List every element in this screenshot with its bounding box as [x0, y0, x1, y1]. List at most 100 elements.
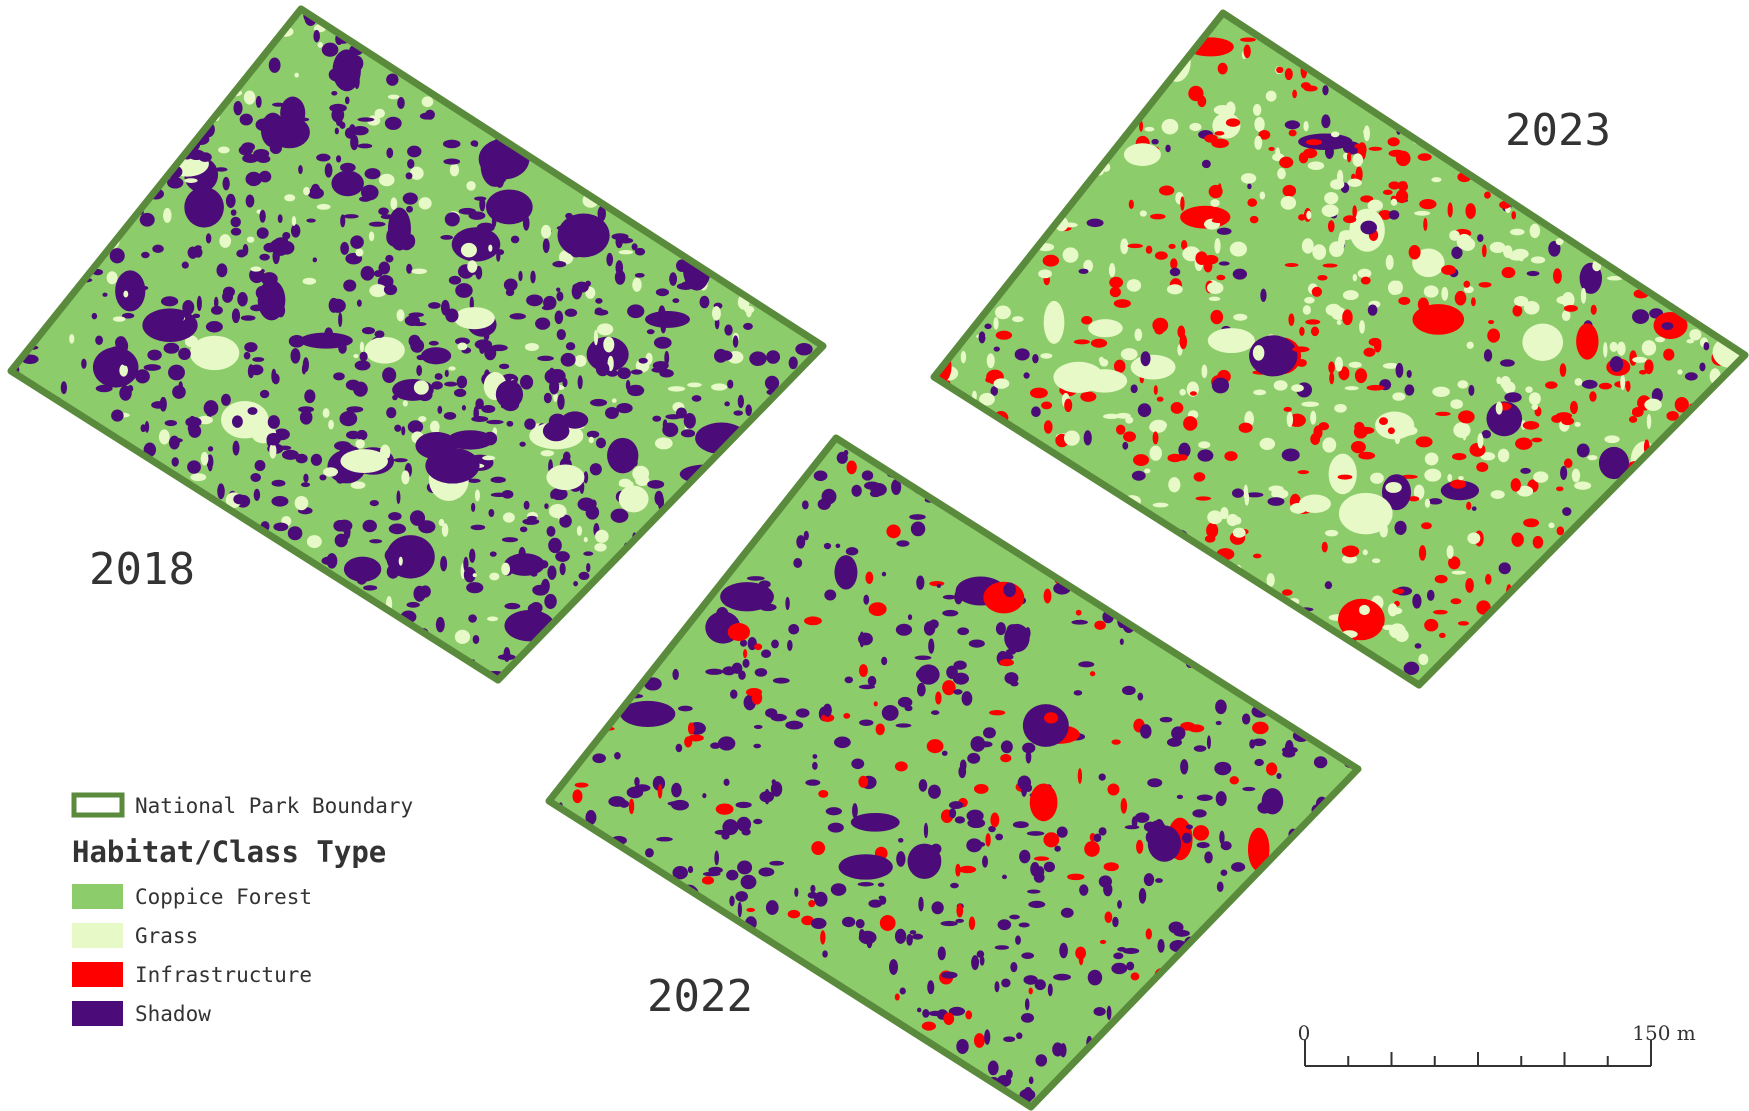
texture-patch: [1334, 656, 1342, 665]
texture-patch: [564, 952, 576, 957]
texture-patch: [1304, 297, 1314, 304]
texture-patch: [972, 428, 976, 435]
texture-patch: [278, 214, 283, 223]
texture-patch: [29, 321, 41, 327]
texture-patch: [1253, 104, 1261, 116]
texture-patch: [584, 660, 602, 674]
texture-patch: [233, 494, 245, 504]
texture-patch: [54, 677, 62, 682]
texture-patch: [1618, 556, 1629, 571]
texture-patch: [1511, 533, 1523, 547]
texture-patch: [929, 1011, 943, 1016]
texture-patch: [1329, 241, 1344, 257]
texture-patch: [1219, 261, 1230, 265]
texture-patch: [1277, 168, 1286, 179]
texture-patch: [73, 609, 81, 614]
texture-patch: [964, 501, 980, 508]
texture-patch: [261, 645, 269, 650]
texture-patch: [637, 554, 644, 564]
texture-patch: [1447, 545, 1454, 559]
texture-patch: [1322, 991, 1337, 999]
texture-patch: [583, 551, 593, 555]
texture-patch: [993, 460, 997, 474]
texture-patch: [988, 97, 995, 103]
texture-patch: [388, 207, 411, 250]
texture-patch: [606, 995, 619, 1003]
texture-patch: [610, 650, 625, 661]
texture-patch: [1370, 473, 1384, 484]
texture-patch: [1056, 24, 1063, 30]
texture-patch: [1721, 161, 1732, 165]
texture-patch: [1062, 63, 1078, 71]
texture-patch: [80, 664, 85, 671]
texture-patch: [987, 353, 995, 368]
texture-patch: [1559, 221, 1575, 231]
texture-patch: [1088, 970, 1102, 986]
texture-patch: [1722, 296, 1733, 304]
texture-patch: [1529, 392, 1541, 405]
texture-patch: [695, 563, 711, 568]
texture-patch: [1325, 530, 1338, 537]
texture-patch: [62, 633, 68, 642]
texture-patch: [974, 1033, 985, 1048]
texture-patch: [22, 222, 34, 236]
texture-patch: [1230, 776, 1239, 784]
texture-patch: [457, 342, 467, 350]
texture-patch: [994, 346, 1000, 351]
texture-patch: [88, 608, 113, 643]
texture-patch: [406, 172, 413, 179]
texture-patch: [161, 296, 178, 306]
texture-patch: [1418, 298, 1429, 312]
texture-patch: [1530, 191, 1546, 202]
texture-patch: [1368, 304, 1378, 315]
texture-patch: [479, 344, 485, 354]
texture-patch: [659, 369, 673, 377]
texture-patch: [587, 431, 600, 438]
texture-patch: [995, 945, 1009, 950]
texture-patch: [268, 635, 312, 672]
texture-patch: [331, 91, 337, 96]
texture-patch: [1388, 603, 1398, 616]
texture-patch: [752, 691, 762, 705]
texture-patch: [457, 50, 472, 65]
texture-patch: [1322, 204, 1339, 217]
texture-patch: [1730, 572, 1737, 579]
texture-patch: [1267, 497, 1284, 506]
texture-patch: [1699, 362, 1705, 371]
texture-patch: [927, 980, 934, 994]
texture-patch: [1482, 244, 1487, 257]
texture-patch: [1338, 475, 1353, 480]
texture-patch: [1707, 112, 1719, 122]
texture-patch: [1361, 277, 1371, 285]
texture-patch: [852, 803, 858, 818]
texture-patch: [1123, 571, 1135, 575]
texture-patch: [1491, 490, 1505, 499]
texture-patch: [98, 62, 104, 70]
texture-patch: [556, 291, 563, 301]
texture-patch: [611, 509, 629, 523]
texture-patch: [316, 154, 330, 162]
texture-patch: [629, 929, 635, 937]
texture-patch: [1385, 482, 1401, 493]
texture-patch: [254, 489, 260, 501]
texture-patch: [560, 692, 572, 703]
texture-patch: [1138, 66, 1145, 81]
texture-patch: [413, 651, 428, 659]
texture-patch: [1033, 450, 1045, 456]
texture-patch: [1282, 1004, 1299, 1009]
texture-patch: [1289, 1011, 1300, 1015]
texture-patch: [95, 335, 103, 345]
texture-patch: [50, 284, 57, 300]
texture-patch: [876, 723, 885, 735]
texture-patch: [1371, 15, 1379, 30]
texture-patch: [438, 40, 450, 47]
texture-patch: [1119, 1064, 1124, 1078]
texture-patch: [23, 279, 27, 286]
texture-patch: [1171, 726, 1185, 740]
texture-patch: [1713, 307, 1728, 313]
texture-patch: [483, 151, 492, 159]
texture-patch: [576, 161, 588, 168]
texture-patch: [789, 466, 794, 480]
texture-patch: [987, 484, 1000, 494]
texture-patch: [1090, 137, 1099, 148]
